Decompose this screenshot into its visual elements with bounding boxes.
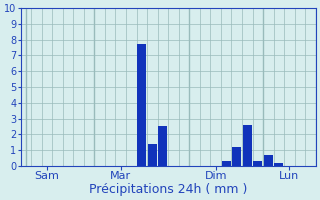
Bar	[243, 125, 252, 166]
Bar	[222, 161, 231, 166]
Bar	[158, 126, 167, 166]
Bar	[275, 163, 284, 166]
Bar	[148, 144, 157, 166]
Bar	[232, 147, 241, 166]
Bar	[253, 161, 262, 166]
Bar	[264, 155, 273, 166]
Bar	[137, 44, 146, 166]
X-axis label: Précipitations 24h ( mm ): Précipitations 24h ( mm )	[89, 183, 247, 196]
